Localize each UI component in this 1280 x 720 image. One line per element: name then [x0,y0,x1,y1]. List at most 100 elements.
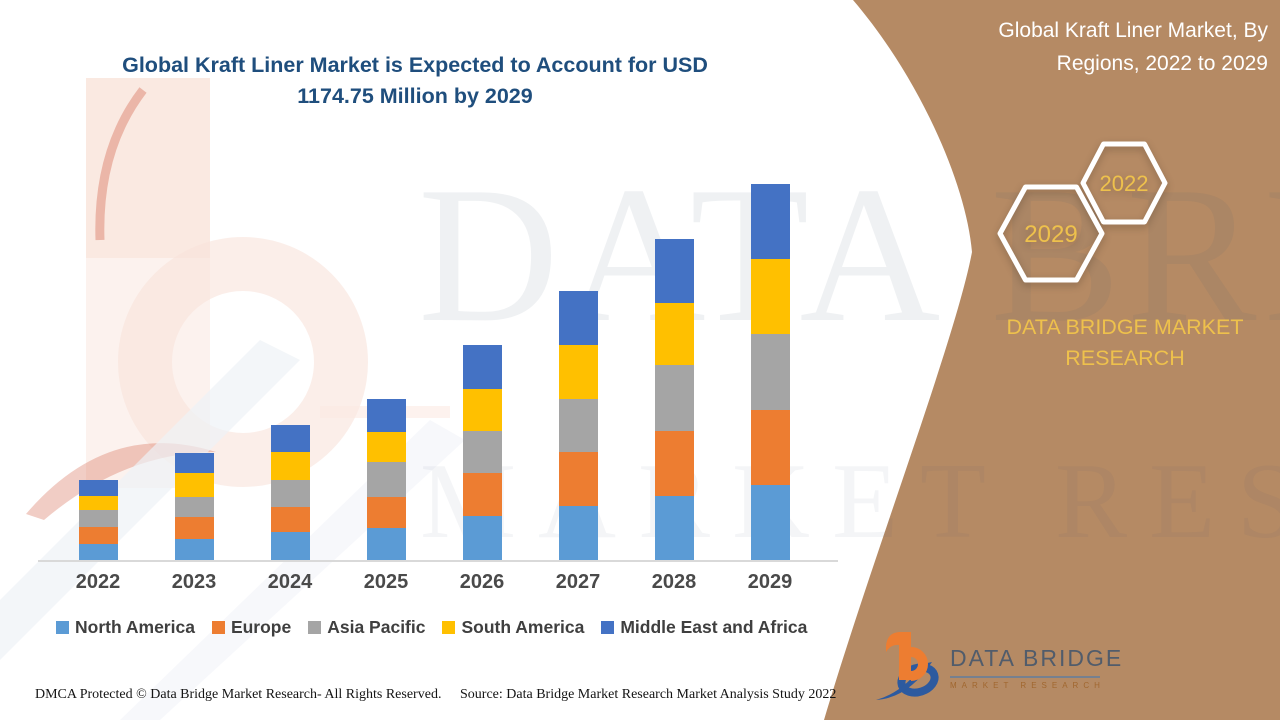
bar-segment-south-america-2029 [750,259,790,335]
chart-title-line2: 1174.75 Million by 2029 [297,84,533,108]
stacked-bar-2023 [174,452,214,560]
bar-column-2027 [530,180,626,560]
legend-label: Asia Pacific [327,617,426,637]
x-label-2022: 2022 [75,571,121,593]
bar-segment-north-america-2023 [174,539,214,560]
bar-segment-south-america-2026 [462,389,502,431]
stacked-bar-2027 [558,291,598,560]
bar-segment-europe-2025 [366,496,406,528]
dbmr-logo: DATA BRIDGE MARKET RESEARCH [872,624,1121,709]
bar-segment-north-america-2024 [270,531,310,560]
bar-segment-south-america-2028 [654,302,694,366]
bar-segment-north-america-2029 [750,484,790,560]
chart-title-line1: Global Kraft Liner Market is Expected to… [122,53,708,77]
legend-label: Europe [230,617,292,637]
stacked-bar-2022 [78,479,118,560]
hexagon-2022-label: 2022 [1100,171,1149,196]
x-label-2024: 2024 [267,571,313,593]
stacked-bar-2025 [366,399,406,560]
bar-segment-asia-pacific-2022 [78,509,118,527]
bar-column-2023 [146,180,242,560]
dbmr-logo-subtitle: MARKET RESEARCH [950,680,1105,690]
bar-segment-middle-east-and-africa-2026 [462,345,502,389]
footer-dmca: DMCA Protected © Data Bridge Market Rese… [35,687,442,702]
x-label-2026: 2026 [459,571,505,593]
bar-segment-middle-east-and-africa-2028 [654,238,694,303]
legend-swatch-icon [211,621,225,634]
bar-segment-europe-2027 [558,451,598,506]
x-label-2029: 2029 [747,571,793,593]
bar-segment-europe-2024 [270,506,310,532]
bar-segment-asia-pacific-2027 [558,398,598,452]
panel-title: Global Kraft Liner Market, By Regions, 2… [930,14,1268,80]
brand-text: DATA BRIDGE MARKET RESEARCH [975,312,1275,374]
x-label-2023: 2023 [171,571,217,593]
bar-segment-north-america-2028 [654,495,694,560]
bar-segment-north-america-2022 [78,543,118,560]
bar-segment-south-america-2023 [174,473,214,497]
bar-segment-europe-2023 [174,516,214,540]
bar-segment-south-america-2025 [366,432,406,463]
bar-column-2026 [434,180,530,560]
bar-segment-middle-east-and-africa-2027 [558,291,598,345]
legend-item-middle-east-and-africa: Middle East and Africa [601,617,807,638]
bar-column-2025 [338,180,434,560]
x-label-2025: 2025 [363,571,409,593]
stacked-bar-plot [50,180,818,560]
bar-segment-asia-pacific-2028 [654,365,694,431]
stacked-bar-2028 [654,238,694,560]
bar-segment-north-america-2025 [366,528,406,560]
brand-text-line1: DATA BRIDGE MARKET [1006,315,1244,339]
legend-swatch-icon [601,621,615,634]
legend-swatch-icon [308,621,322,634]
legend-item-europe: Europe [211,617,292,638]
x-axis-line [38,560,838,562]
legend-item-asia-pacific: Asia Pacific [308,617,425,638]
legend-label: Middle East and Africa [620,617,808,637]
bar-column-2022 [50,180,146,560]
panel-title-line2: Regions, 2022 to 2029 [1056,52,1268,75]
chart-title: Global Kraft Liner Market is Expected to… [58,50,772,112]
bar-segment-middle-east-and-africa-2022 [78,479,118,496]
x-axis-labels: 2022 2023 2024 2025 2026 2027 2028 2029 [50,571,818,594]
hexagon-badges: 2029 2022 [997,141,1168,283]
bar-segment-south-america-2022 [78,495,118,510]
bar-segment-asia-pacific-2024 [270,479,310,507]
hexagon-2029-label: 2029 [1024,221,1077,248]
bar-segment-south-america-2024 [270,451,310,480]
stacked-bar-2029 [750,184,790,560]
x-label-2027: 2027 [555,571,601,593]
dbmr-logo-underline [950,676,1100,678]
bar-segment-north-america-2026 [462,515,502,560]
legend-item-north-america: North America [56,617,195,638]
bar-segment-middle-east-and-africa-2023 [174,452,214,474]
legend-label: South America [461,617,585,637]
bar-segment-asia-pacific-2026 [462,430,502,474]
bar-segment-europe-2029 [750,410,790,485]
bar-segment-middle-east-and-africa-2029 [750,184,790,260]
x-label-2028: 2028 [651,571,697,593]
legend-item-south-america: South America [442,617,584,638]
bar-column-2028 [626,180,722,560]
stacked-bar-2024 [270,425,310,560]
bar-column-2024 [242,180,338,560]
bar-segment-middle-east-and-africa-2024 [270,425,310,452]
bar-column-2029 [722,180,818,560]
bar-segment-europe-2022 [78,526,118,544]
dbmr-logo-text: DATA BRIDGE MARKET RESEARCH [950,645,1123,690]
bar-segment-asia-pacific-2023 [174,496,214,517]
bar-segment-south-america-2027 [558,344,598,399]
footer-source: Source: Data Bridge Market Research Mark… [460,687,837,702]
bar-segment-asia-pacific-2025 [366,462,406,497]
bar-segment-europe-2026 [462,473,502,516]
legend-label: North America [75,617,195,637]
bar-segment-north-america-2027 [558,505,598,560]
bar-segment-asia-pacific-2029 [750,334,790,410]
panel-title-line1: Global Kraft Liner Market, By [998,19,1268,42]
dbmr-logo-name: DATA BRIDGE [950,645,1124,671]
bar-segment-europe-2028 [654,430,694,496]
legend-swatch-icon [56,621,69,634]
brand-text-line2: RESEARCH [1065,346,1185,370]
bar-segment-middle-east-and-africa-2025 [366,399,406,433]
